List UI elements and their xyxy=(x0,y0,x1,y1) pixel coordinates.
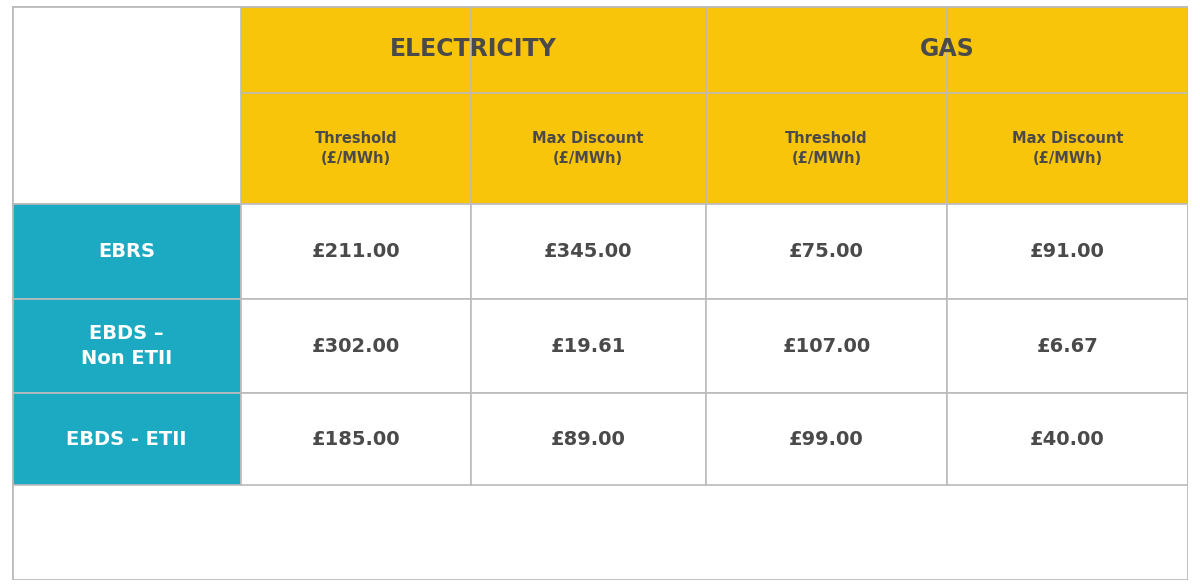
Bar xyxy=(947,204,1188,299)
Text: Max Discount
(£/MWh): Max Discount (£/MWh) xyxy=(1012,131,1123,166)
Text: £6.67: £6.67 xyxy=(1037,336,1098,356)
Text: £107.00: £107.00 xyxy=(782,336,870,356)
Bar xyxy=(12,394,241,485)
Bar xyxy=(947,299,1188,394)
Text: £40.00: £40.00 xyxy=(1030,430,1105,449)
Bar xyxy=(12,299,241,394)
Bar xyxy=(706,299,947,394)
Text: £185.00: £185.00 xyxy=(312,430,401,449)
Bar xyxy=(241,394,470,485)
Text: £99.00: £99.00 xyxy=(790,430,864,449)
Bar xyxy=(470,394,706,485)
Bar xyxy=(12,204,241,299)
Text: Threshold
(£/MWh): Threshold (£/MWh) xyxy=(785,131,868,166)
Text: £302.00: £302.00 xyxy=(312,336,400,356)
Text: GAS: GAS xyxy=(919,38,974,62)
Bar xyxy=(947,394,1188,485)
Text: EBDS –
Non ETII: EBDS – Non ETII xyxy=(82,324,173,368)
Text: EBRS: EBRS xyxy=(98,242,155,261)
Bar xyxy=(706,394,947,485)
Text: £91.00: £91.00 xyxy=(1030,242,1105,261)
Text: £75.00: £75.00 xyxy=(788,242,864,261)
Text: Max Discount
(£/MWh): Max Discount (£/MWh) xyxy=(533,131,644,166)
Bar xyxy=(241,6,1188,204)
Text: ELECTRICITY: ELECTRICITY xyxy=(390,38,557,62)
Bar xyxy=(470,299,706,394)
Text: EBDS - ETII: EBDS - ETII xyxy=(66,430,187,449)
Text: Threshold
(£/MWh): Threshold (£/MWh) xyxy=(314,131,397,166)
Bar xyxy=(706,204,947,299)
Bar xyxy=(241,204,470,299)
Bar xyxy=(241,299,470,394)
Text: £89.00: £89.00 xyxy=(551,430,625,449)
Text: £345.00: £345.00 xyxy=(544,242,632,261)
Text: £19.61: £19.61 xyxy=(551,336,626,356)
Bar xyxy=(12,6,241,204)
Bar xyxy=(470,204,706,299)
Text: £211.00: £211.00 xyxy=(312,242,401,261)
